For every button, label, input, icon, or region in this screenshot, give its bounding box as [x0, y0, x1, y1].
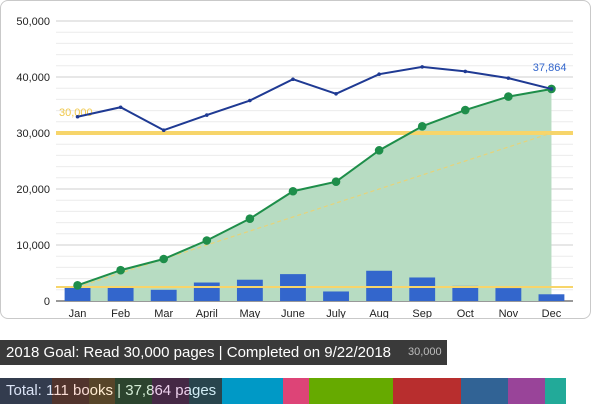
- bar-oct: [452, 285, 479, 301]
- cumulative-point: [331, 177, 341, 187]
- cumulative-point: [288, 186, 298, 196]
- x-tick-label: Dec: [542, 308, 562, 319]
- bar-nov: [495, 288, 522, 301]
- y-tick-label: 40,000: [16, 72, 50, 84]
- x-tick-label: Jan: [69, 308, 87, 319]
- bar-july: [323, 291, 349, 301]
- bar-may: [236, 279, 263, 301]
- bar-jan: [64, 287, 91, 301]
- cumulative-point: [460, 105, 470, 115]
- chart-card: 0 10,000 20,000 30,000 40,000 50,000 30,000 37,…: [0, 0, 591, 319]
- navy-line: [77, 65, 552, 132]
- navy-point: [549, 87, 554, 91]
- y-tick-label: 0: [44, 296, 50, 308]
- cumulative-point: [202, 236, 212, 245]
- total-bar: Total: 111 books | 37,864 pages: [0, 378, 593, 404]
- segment: [309, 378, 393, 404]
- pace-line: [77, 132, 552, 288]
- x-tick-label: July: [326, 308, 346, 319]
- x-tick-label: Nov: [499, 308, 519, 319]
- navy-point: [161, 128, 166, 132]
- end-value-annotation: 37,864: [533, 62, 567, 74]
- segment: [393, 378, 462, 404]
- bar-dec: [538, 294, 565, 301]
- x-tick-label: Sep: [412, 308, 432, 319]
- bar-mar: [150, 289, 177, 301]
- cumulative-line: [77, 87, 552, 287]
- goal-text: 2018 Goal: Read 30,000 pages | Completed…: [6, 344, 392, 361]
- navy-point: [420, 65, 425, 69]
- segment: [461, 378, 509, 404]
- cumulative-point: [504, 92, 513, 101]
- bar-aug: [366, 270, 393, 301]
- goal-ghost-label: 30,000: [408, 346, 442, 358]
- y-tick-label: 10,000: [16, 240, 50, 252]
- reading-chart: 010,00020,00030,00040,00050,00030,00037,…: [16, 16, 573, 319]
- navy-point: [334, 92, 338, 96]
- navy-point: [248, 98, 252, 103]
- total-text: Total: 111 books | 37,864 pages: [0, 378, 223, 404]
- cumulative-point: [116, 265, 125, 275]
- cumulative-point: [245, 214, 255, 223]
- navy-point: [463, 69, 468, 74]
- y-tick-label: 20,000: [16, 184, 50, 196]
- segment: [282, 378, 310, 404]
- cumulative-point: [374, 146, 384, 155]
- bar-feb: [107, 287, 134, 301]
- navy-point: [204, 113, 209, 117]
- bar-april: [193, 282, 220, 301]
- navy-point: [506, 76, 511, 80]
- cumulative-area-fill: [77, 88, 552, 301]
- x-tick-label: June: [281, 308, 305, 319]
- x-tick-label: Aug: [369, 308, 389, 319]
- cumulative-point: [73, 281, 82, 290]
- navy-point: [291, 77, 295, 82]
- bar-sep: [409, 277, 436, 301]
- x-tick-label: May: [239, 308, 260, 319]
- goal-banner: 2018 Goal: Read 30,000 pages | Completed…: [0, 340, 447, 365]
- y-tick-label: 50,000: [16, 16, 50, 28]
- navy-point: [75, 114, 80, 119]
- segment: [508, 378, 545, 404]
- navy-point: [377, 72, 381, 76]
- navy-point: [118, 105, 123, 110]
- x-tick-label: Feb: [111, 308, 130, 319]
- x-tick-label: Oct: [457, 308, 474, 319]
- cumulative-point: [417, 121, 427, 131]
- x-tick-label: April: [196, 308, 218, 319]
- cumulative-point: [159, 254, 169, 264]
- y-tick-label: 30,000: [16, 128, 50, 140]
- x-tick-label: Mar: [154, 308, 173, 319]
- segment: [544, 378, 566, 404]
